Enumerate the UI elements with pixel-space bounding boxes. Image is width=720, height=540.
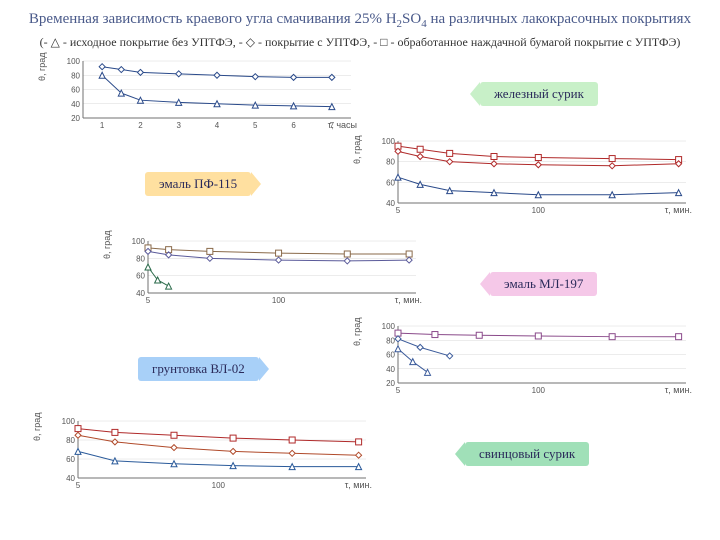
svg-text:100: 100 [67, 57, 81, 66]
svg-text:40: 40 [136, 289, 145, 298]
svg-text:100: 100 [382, 322, 396, 331]
svg-text:40: 40 [66, 474, 75, 483]
legend-text: (- △ - исходное покрытие без УПТФЭ, - ◇ … [20, 35, 700, 51]
svg-text:5: 5 [253, 121, 258, 130]
label-iron-text: железный сурик [494, 86, 584, 102]
chart-2: θ, градτ, мин.4060801005100 [370, 137, 690, 217]
title-text: Временная зависимость краевого угла смач… [29, 11, 397, 27]
svg-text:40: 40 [386, 365, 395, 374]
label-lead-text: свинцовый сурик [479, 446, 575, 462]
svg-text:100: 100 [532, 386, 546, 395]
svg-text:100: 100 [62, 417, 76, 426]
svg-text:100: 100 [532, 206, 546, 215]
svg-text:5: 5 [146, 296, 151, 305]
svg-text:40: 40 [71, 100, 80, 109]
svg-text:20: 20 [71, 114, 80, 123]
svg-text:80: 80 [66, 436, 75, 445]
svg-text:100: 100 [272, 296, 286, 305]
chart-5: θ, градτ, мин.4060801005100 [50, 417, 370, 492]
chart-3: θ, градτ, мин.4060801005100 [120, 237, 420, 307]
svg-text:1: 1 [100, 121, 105, 130]
label-pf115: эмаль ПФ-115 [145, 172, 251, 196]
svg-text:5: 5 [396, 206, 401, 215]
svg-text:40: 40 [386, 199, 395, 208]
svg-text:20: 20 [386, 379, 395, 388]
svg-text:100: 100 [382, 137, 396, 146]
label-iron-surik: железный сурик [480, 82, 598, 106]
svg-text:4: 4 [215, 121, 220, 130]
svg-text:80: 80 [386, 158, 395, 167]
svg-text:6: 6 [291, 121, 296, 130]
title-mid: SO [402, 11, 421, 27]
svg-text:5: 5 [76, 481, 81, 490]
label-ml197: эмаль МЛ-197 [490, 272, 597, 296]
label-ml197-text: эмаль МЛ-197 [504, 276, 583, 292]
label-vl02: грунтовка ВЛ-02 [138, 357, 259, 381]
title-tail: на различных лакокрасочных покрытиях [427, 11, 691, 27]
svg-text:60: 60 [136, 272, 145, 281]
chart-4: θ, градτ, мин.204060801005100 [370, 322, 690, 397]
svg-text:60: 60 [71, 85, 80, 94]
svg-text:60: 60 [386, 178, 395, 187]
svg-text:60: 60 [386, 350, 395, 359]
svg-text:80: 80 [136, 254, 145, 263]
svg-text:60: 60 [66, 455, 75, 464]
svg-text:3: 3 [176, 121, 181, 130]
chart-1: θ, градτ, часы204060801001234567 [55, 57, 355, 132]
page-title: Временная зависимость краевого угла смач… [20, 10, 700, 31]
label-lead-surik: свинцовый сурик [465, 442, 589, 466]
chart-canvas: θ, градτ, часы204060801001234567 θ, град… [20, 57, 700, 507]
svg-text:80: 80 [386, 336, 395, 345]
svg-text:5: 5 [396, 386, 401, 395]
svg-text:80: 80 [71, 71, 80, 80]
label-vl02-text: грунтовка ВЛ-02 [152, 361, 245, 377]
svg-text:100: 100 [132, 237, 146, 246]
label-pf115-text: эмаль ПФ-115 [159, 176, 237, 192]
svg-text:2: 2 [138, 121, 143, 130]
svg-text:100: 100 [212, 481, 226, 490]
